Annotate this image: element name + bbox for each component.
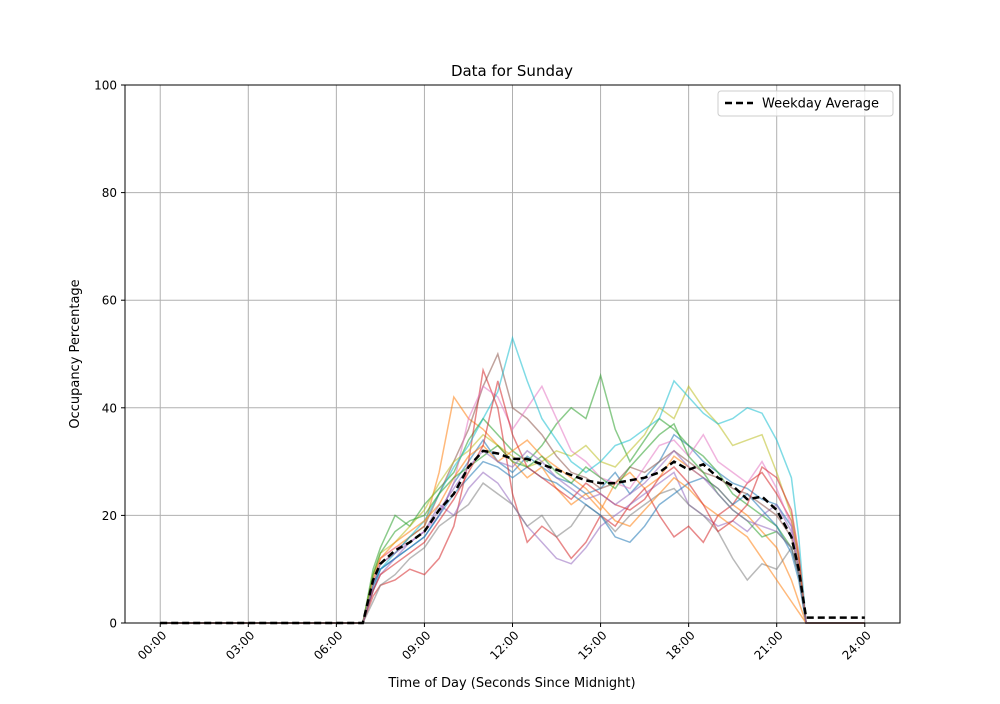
- x-tick-label: 06:00: [311, 628, 345, 662]
- average-line-group: [160, 449, 865, 625]
- x-tick-label: 03:00: [223, 628, 257, 662]
- series-line-2: [160, 372, 865, 624]
- weekday-average-line: [160, 449, 865, 625]
- x-tick-label: 15:00: [575, 628, 609, 662]
- legend-box: [717, 90, 894, 117]
- series-line-12: [160, 422, 865, 624]
- x-tick-label: 18:00: [663, 628, 697, 662]
- y-tick-label: 100: [94, 79, 117, 93]
- series-line-8: [160, 384, 865, 624]
- x-axis-label: Time of Day (Seconds Since Midnight): [387, 676, 635, 691]
- series-line-5: [160, 351, 865, 624]
- y-tick-label: 20: [102, 509, 117, 523]
- y-axis: 0 20 40 60 80 100: [94, 79, 125, 631]
- y-tick-label: 60: [102, 294, 117, 308]
- x-axis: 00:00 03:00 06:00 09:00 12:00 15:00 18:00 21:00…: [135, 623, 874, 663]
- y-axis-label: Occupancy Percentage: [68, 279, 83, 428]
- series-line-13: [160, 380, 865, 624]
- x-tick-label: 12:00: [487, 628, 521, 662]
- series-line-9: [160, 335, 865, 624]
- x-tick-label: 00:00: [135, 628, 169, 662]
- y-tick-label: 0: [109, 617, 117, 631]
- series-line-3: [160, 367, 865, 624]
- series-line-10: [160, 460, 865, 624]
- y-tick-label: 80: [102, 186, 117, 200]
- y-tick-label: 40: [102, 401, 117, 415]
- chart-title: Data for Sunday: [451, 62, 573, 80]
- x-tick-label: 09:00: [399, 628, 433, 662]
- legend: Weekday Average: [717, 90, 894, 117]
- x-tick-label: 21:00: [751, 628, 785, 662]
- series-lines: [160, 335, 865, 624]
- legend-label-weekday-average: Weekday Average: [762, 97, 879, 112]
- series-line-11: [160, 439, 865, 624]
- x-tick-label: 24:00: [840, 628, 874, 662]
